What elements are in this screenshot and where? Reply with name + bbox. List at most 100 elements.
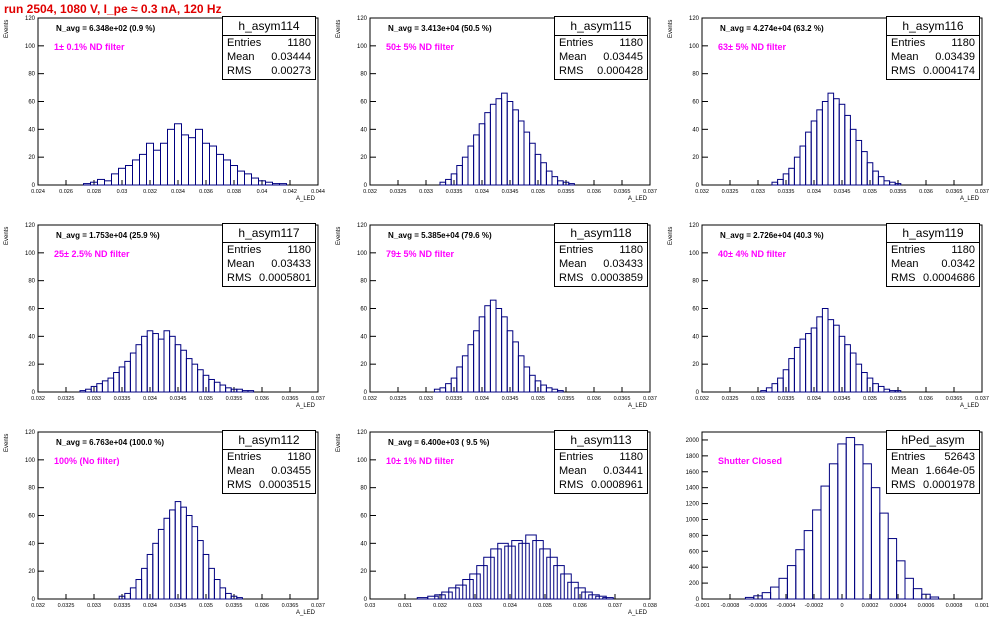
stats-row-mean: Mean 0.03433 xyxy=(227,257,311,272)
filter-label: 40± 4% ND filter xyxy=(718,249,786,259)
histogram-bin xyxy=(416,597,429,600)
histogram-bin xyxy=(197,369,204,393)
histogram-bin xyxy=(838,103,846,186)
histogram-bin xyxy=(529,142,536,186)
histogram-bin xyxy=(761,592,772,600)
histogram-bin xyxy=(551,176,559,186)
x-tick-label: 0.037 xyxy=(311,396,325,402)
stats-row-rms: RMS 0.0003515 xyxy=(227,478,311,493)
x-tick-label: 0.0345 xyxy=(502,396,519,402)
x-tick-label: 0.036 xyxy=(573,603,587,609)
x-tick-label: 0.0365 xyxy=(946,189,963,195)
histogram-bin xyxy=(827,92,835,186)
histogram-bin xyxy=(861,151,868,186)
x-tick-label: 0.0325 xyxy=(722,396,739,402)
histogram-bin xyxy=(174,123,182,186)
y-tick-label: 0 xyxy=(32,390,36,396)
stats-row-label: RMS xyxy=(227,65,252,77)
histogram-pad-h_asym115: 0 20 40 60 80 100 120 0.032 0.0325 0.033 0.0335 0.0… xyxy=(332,0,664,207)
navg-label: N_avg = 2.726e+04 (40.3 %) xyxy=(720,231,824,240)
stats-title: h_asym119 xyxy=(887,224,979,243)
histogram-svg: 0 20 40 60 80 100 120 0.032 0.0325 0.033 0.0335 0.0… xyxy=(357,16,657,195)
stats-row-label: RMS xyxy=(891,272,916,284)
x-tick-label: 0.035 xyxy=(199,603,213,609)
histogram-bin xyxy=(157,528,165,600)
histogram-bin xyxy=(113,372,120,393)
filter-label: 1± 0.1% ND filter xyxy=(54,42,125,52)
histogram-bin xyxy=(525,534,537,600)
stats-row-label: RMS xyxy=(227,479,252,491)
navg-label: N_avg = 3.413e+04 (50.5 %) xyxy=(388,24,492,33)
stats-box: h_asym116 Entries 1180 Mean 0.03439 RMS 0.0004… xyxy=(886,16,980,80)
histogram-bin xyxy=(107,377,115,393)
y-tick-label: 80 xyxy=(360,72,367,78)
y-tick-label: 120 xyxy=(689,16,700,22)
histogram-bin xyxy=(101,380,109,393)
histogram-bin xyxy=(456,366,463,393)
x-tick-label: 0.028 xyxy=(87,189,101,195)
x-tick-label: 0.04 xyxy=(257,189,268,195)
stats-row-value: 52643 xyxy=(944,451,975,463)
histogram-bin xyxy=(844,344,851,393)
histogram-bin xyxy=(439,387,447,393)
histogram-pad-h_asym117: 0 20 40 60 80 100 120 0.032 0.0325 0.033 0.0335 0.0… xyxy=(0,207,332,414)
histogram-bin xyxy=(236,388,243,393)
x-tick-label: 0.0335 xyxy=(446,189,463,195)
histogram-bin xyxy=(495,98,503,186)
y-tick-label: 100 xyxy=(25,44,36,50)
stats-row-value: 1180 xyxy=(951,37,975,49)
histogram-bin xyxy=(427,595,439,600)
stats-title: h_asym113 xyxy=(555,431,647,450)
y-tick-label: 20 xyxy=(692,362,699,368)
stats-title: h_asym117 xyxy=(223,224,315,243)
y-tick-label: 120 xyxy=(357,16,368,22)
histogram-bin xyxy=(602,597,614,600)
x-tick-label: 0.034 xyxy=(807,189,821,195)
stats-title: hPed_asym xyxy=(887,431,979,450)
histogram-bin xyxy=(169,509,176,600)
y-tick-label: 100 xyxy=(357,44,368,50)
x-tick-label: 0.0355 xyxy=(890,189,907,195)
histogram-bin xyxy=(855,139,863,186)
x-tick-label: 0.0325 xyxy=(390,189,407,195)
x-tick-label: 0.034 xyxy=(475,396,489,402)
stats-row-value: 1180 xyxy=(287,37,311,49)
y-tick-label: 80 xyxy=(28,279,35,285)
histogram-bin xyxy=(529,374,536,393)
x-tick-label: 0.035 xyxy=(531,396,545,402)
histogram-bin xyxy=(810,327,818,393)
x-tick-label: 0.0355 xyxy=(226,396,243,402)
histogram-bin xyxy=(816,109,823,186)
stats-row-label: Mean xyxy=(227,51,255,63)
y-tick-label: 0 xyxy=(364,390,368,396)
y-axis-label: Events xyxy=(4,19,10,38)
y-tick-label: 120 xyxy=(25,223,36,229)
histogram-svg: 0 20 40 60 80 100 120 0.032 0.0325 0.033 0.0335 0.0… xyxy=(689,223,989,402)
x-axis-label: A_LED xyxy=(960,196,980,202)
y-tick-label: 20 xyxy=(692,155,699,161)
stats-row-rms: RMS 0.0001978 xyxy=(891,478,975,493)
histogram-bin xyxy=(777,377,784,393)
stats-row-label: RMS xyxy=(559,65,584,77)
y-tick-label: 1800 xyxy=(686,454,700,460)
x-tick-label: 0.032 xyxy=(143,189,157,195)
navg-label: N_avg = 1.753e+04 (25.9 %) xyxy=(56,231,160,240)
histogram-bin xyxy=(501,92,508,186)
histogram-bin xyxy=(181,134,189,186)
histogram-bin xyxy=(225,387,232,393)
stats-box: h_asym113 Entries 1180 Mean 0.03441 RMS 0.0008… xyxy=(554,430,648,494)
histogram-bin xyxy=(223,159,231,186)
histogram-bin xyxy=(185,515,193,600)
histogram-svg: 0 20 40 60 80 100 120 0.032 0.0325 0.033 0.0335 0.0… xyxy=(25,430,325,609)
navg-label: N_avg = 4.274e+04 (63.2 %) xyxy=(720,24,824,33)
histogram-bin xyxy=(568,183,575,186)
stats-row-value: 0.03433 xyxy=(271,258,311,270)
histogram-bin xyxy=(506,101,514,186)
x-tick-label: 0.0365 xyxy=(282,603,299,609)
histogram-bin xyxy=(883,388,891,393)
stats-row-entries: Entries 1180 xyxy=(227,243,311,258)
y-tick-label: 20 xyxy=(28,155,35,161)
y-tick-label: 600 xyxy=(689,549,700,555)
y-tick-label: 100 xyxy=(689,44,700,50)
x-tick-label: 0.031 xyxy=(398,603,412,609)
